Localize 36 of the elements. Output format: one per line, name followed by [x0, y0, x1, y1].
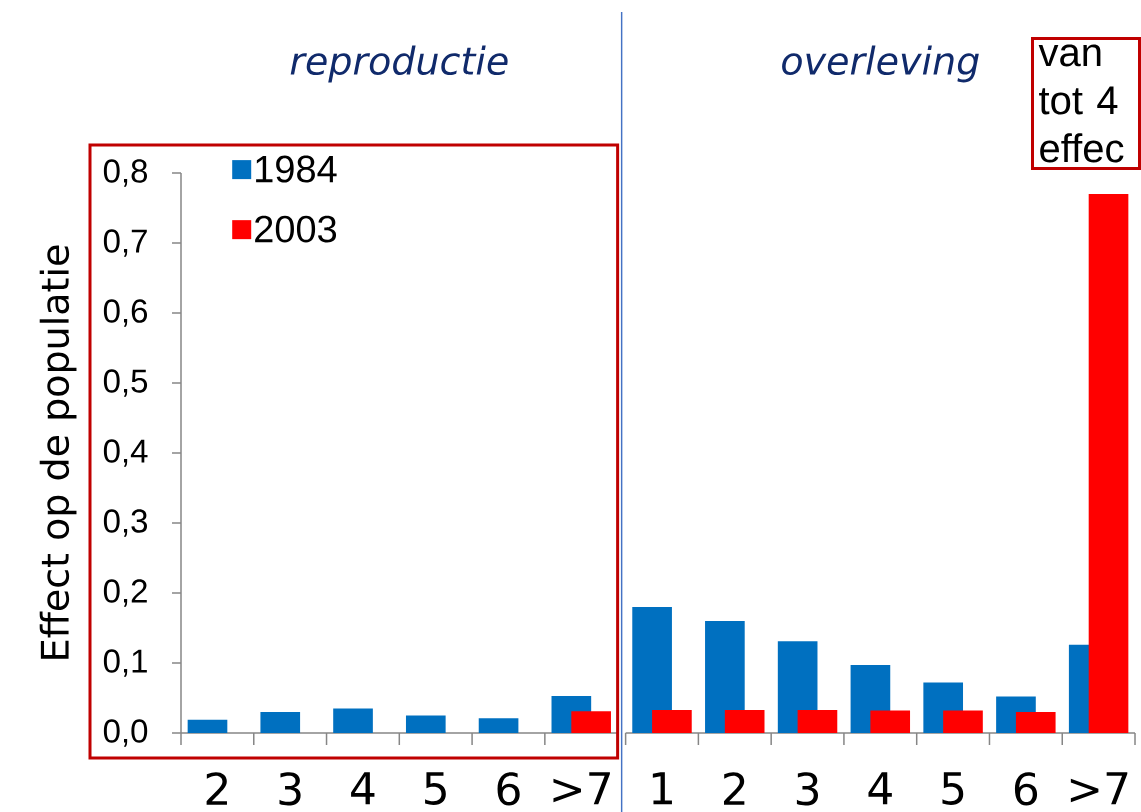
bar — [632, 607, 672, 733]
x-tick-label: >7 — [1070, 772, 1128, 805]
x-tick-label: 6 — [1014, 772, 1038, 806]
y-tick-label: 0,7 — [103, 229, 147, 257]
chart-title: overleving — [782, 45, 979, 83]
y-tick-label: 0,3 — [103, 509, 148, 537]
x-tick-label: 2 — [723, 772, 745, 805]
x-tick-label: 4 — [351, 772, 375, 805]
y-tick-label: 0,0 — [103, 719, 148, 747]
bar — [797, 709, 838, 733]
y-axis-title: Effect op de populatie — [39, 245, 77, 659]
x-tick-label: 3 — [796, 772, 819, 806]
bar — [724, 709, 765, 733]
y-tick-label: 0,1 — [103, 649, 147, 677]
y-tick-label: 0,8 — [103, 159, 148, 187]
bar — [943, 710, 983, 733]
y-tick-label: 0,2 — [103, 579, 147, 607]
legend-label: 1984 — [256, 155, 337, 183]
x-tick-label: 1 — [652, 772, 672, 805]
bar — [870, 710, 911, 733]
y-tick-label: 0,5 — [103, 369, 148, 397]
x-tick-label: >7 — [553, 772, 610, 805]
y-tick-label: 0,6 — [103, 299, 148, 327]
x-tick-label: 3 — [279, 772, 301, 806]
bar — [1015, 712, 1056, 733]
x-tick-label: 6 — [497, 772, 520, 806]
legend-label: 2003 — [255, 215, 337, 243]
x-tick-label: 2 — [206, 772, 227, 805]
text: van tot 4 effec — [1038, 44, 1124, 163]
bar — [652, 709, 692, 733]
y-tick-label: 0,4 — [103, 439, 148, 467]
chart-title: reproductie — [290, 45, 508, 83]
x-tick-label: 5 — [425, 772, 446, 805]
bar — [1088, 194, 1129, 733]
x-tick-label: 4 — [868, 772, 892, 805]
x-tick-label: 5 — [942, 772, 964, 805]
